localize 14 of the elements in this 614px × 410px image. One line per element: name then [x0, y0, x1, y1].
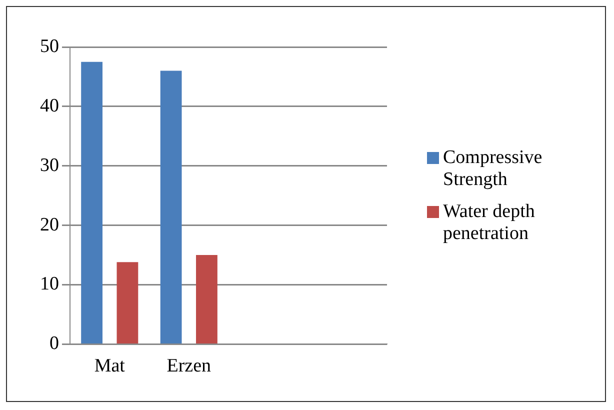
y-tick-label: 20	[40, 214, 59, 236]
y-tick-label: 40	[40, 95, 59, 116]
x-tick-label: Mat	[94, 356, 126, 377]
bar	[116, 262, 138, 344]
legend-label: Compressive Strength	[443, 147, 542, 190]
bar	[196, 255, 218, 344]
y-tick-label: 0	[50, 333, 59, 354]
bar	[81, 62, 102, 344]
x-tick-label: Erzen	[166, 356, 212, 377]
bar	[160, 70, 182, 344]
y-tick-label: 50	[40, 36, 59, 57]
y-tick-label: 30	[40, 154, 59, 176]
legend-label: Water depth penetration	[443, 201, 535, 244]
y-tick-label: 10	[40, 274, 59, 295]
